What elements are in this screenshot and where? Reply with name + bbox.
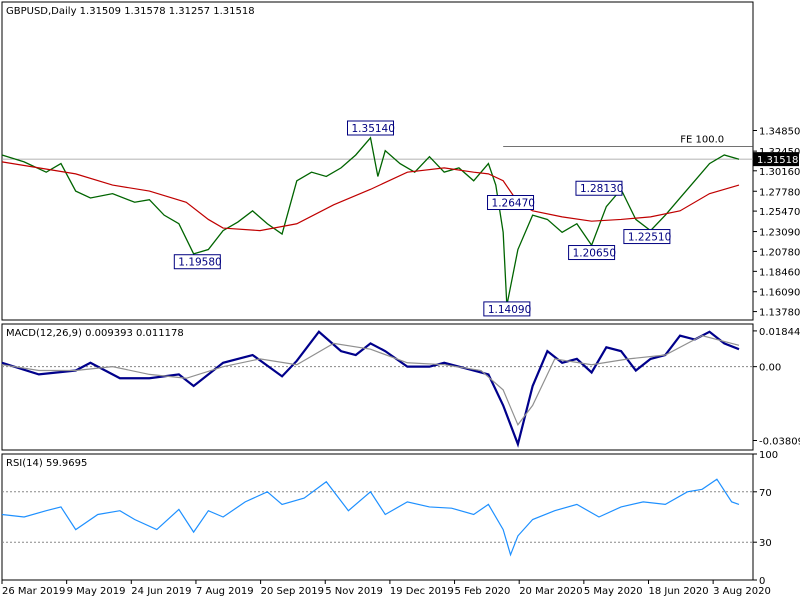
x-tick-label: 20 Mar 2020 — [519, 586, 582, 597]
series-line-ma — [1, 161, 740, 232]
y-tick-label: 1.30160 — [759, 167, 800, 178]
price-label: 1.28130 — [580, 183, 623, 195]
current-price-box — [753, 152, 799, 167]
rsi-panel-title: RSI(14) 59.9695 — [6, 458, 87, 469]
x-tick-label: 9 May 2019 — [67, 586, 126, 597]
price-label: 1.26470 — [492, 198, 535, 210]
y-tick-label: 1.18460 — [759, 267, 800, 278]
price-label: 1.22510 — [628, 232, 671, 244]
y-tick-label: 30 — [759, 538, 772, 549]
y-tick-label: 1.34850 — [759, 126, 800, 137]
macd-panel-title: MACD(12,26,9) 0.009393 0.011178 — [6, 328, 184, 339]
y-tick-label: 100 — [759, 450, 778, 461]
y-tick-label: 1.20780 — [759, 247, 800, 258]
x-tick-label: 7 Aug 2019 — [196, 586, 254, 597]
rsi-panel-frame — [1, 453, 754, 581]
price-label-box — [623, 229, 671, 245]
price-panel-frame — [1, 1, 754, 321]
x-tick-label: 3 Aug 2020 — [713, 586, 771, 597]
x-tick-label: 24 Jun 2019 — [131, 586, 191, 597]
current-price-label: 1.31518 — [757, 155, 798, 166]
price-label-box — [347, 120, 394, 136]
price-label: 1.35140 — [352, 123, 395, 135]
x-tick-label: 26 Mar 2019 — [2, 586, 65, 597]
price-label-box — [483, 301, 531, 317]
price-label-box — [568, 245, 616, 261]
y-tick-label: 70 — [759, 488, 772, 499]
price-label: 1.20650 — [573, 248, 616, 260]
price-label: 1.19580 — [178, 257, 221, 269]
y-tick-label: 1.27780 — [759, 187, 800, 198]
x-tick-label: 5 May 2020 — [584, 586, 643, 597]
y-tick-label: 1.13780 — [759, 308, 800, 319]
y-tick-label: 1.23090 — [759, 228, 800, 239]
x-tick-label: 5 Feb 2020 — [455, 586, 511, 597]
price-label-box — [575, 180, 623, 196]
x-tick-label: 19 Dec 2019 — [390, 586, 454, 597]
y-tick-label: 0 — [759, 576, 765, 587]
x-tick-label: 5 Nov 2019 — [325, 586, 383, 597]
y-tick-label: 1.16090 — [759, 288, 800, 299]
series-line-price — [1, 136, 740, 306]
price-label-box — [487, 195, 535, 211]
series-line-rsi — [1, 478, 740, 557]
x-tick-label: 18 Jun 2020 — [648, 586, 708, 597]
y-tick-label: 1.25470 — [759, 207, 800, 218]
series-line-signal — [1, 334, 740, 426]
price-panel-title: GBPUSD,Daily 1.31509 1.31578 1.31257 1.3… — [6, 6, 255, 17]
y-tick-label: 0.00 — [759, 363, 781, 374]
y-tick-label: 0.018442 — [759, 327, 800, 338]
price-label-box — [173, 254, 221, 270]
fe-label: FE 100.0 — [680, 134, 724, 145]
y-tick-label: -0.038095 — [759, 436, 800, 447]
macd-panel-frame — [1, 323, 754, 451]
x-tick-label: 20 Sep 2019 — [261, 586, 324, 597]
price-label: 1.14090 — [488, 304, 531, 316]
